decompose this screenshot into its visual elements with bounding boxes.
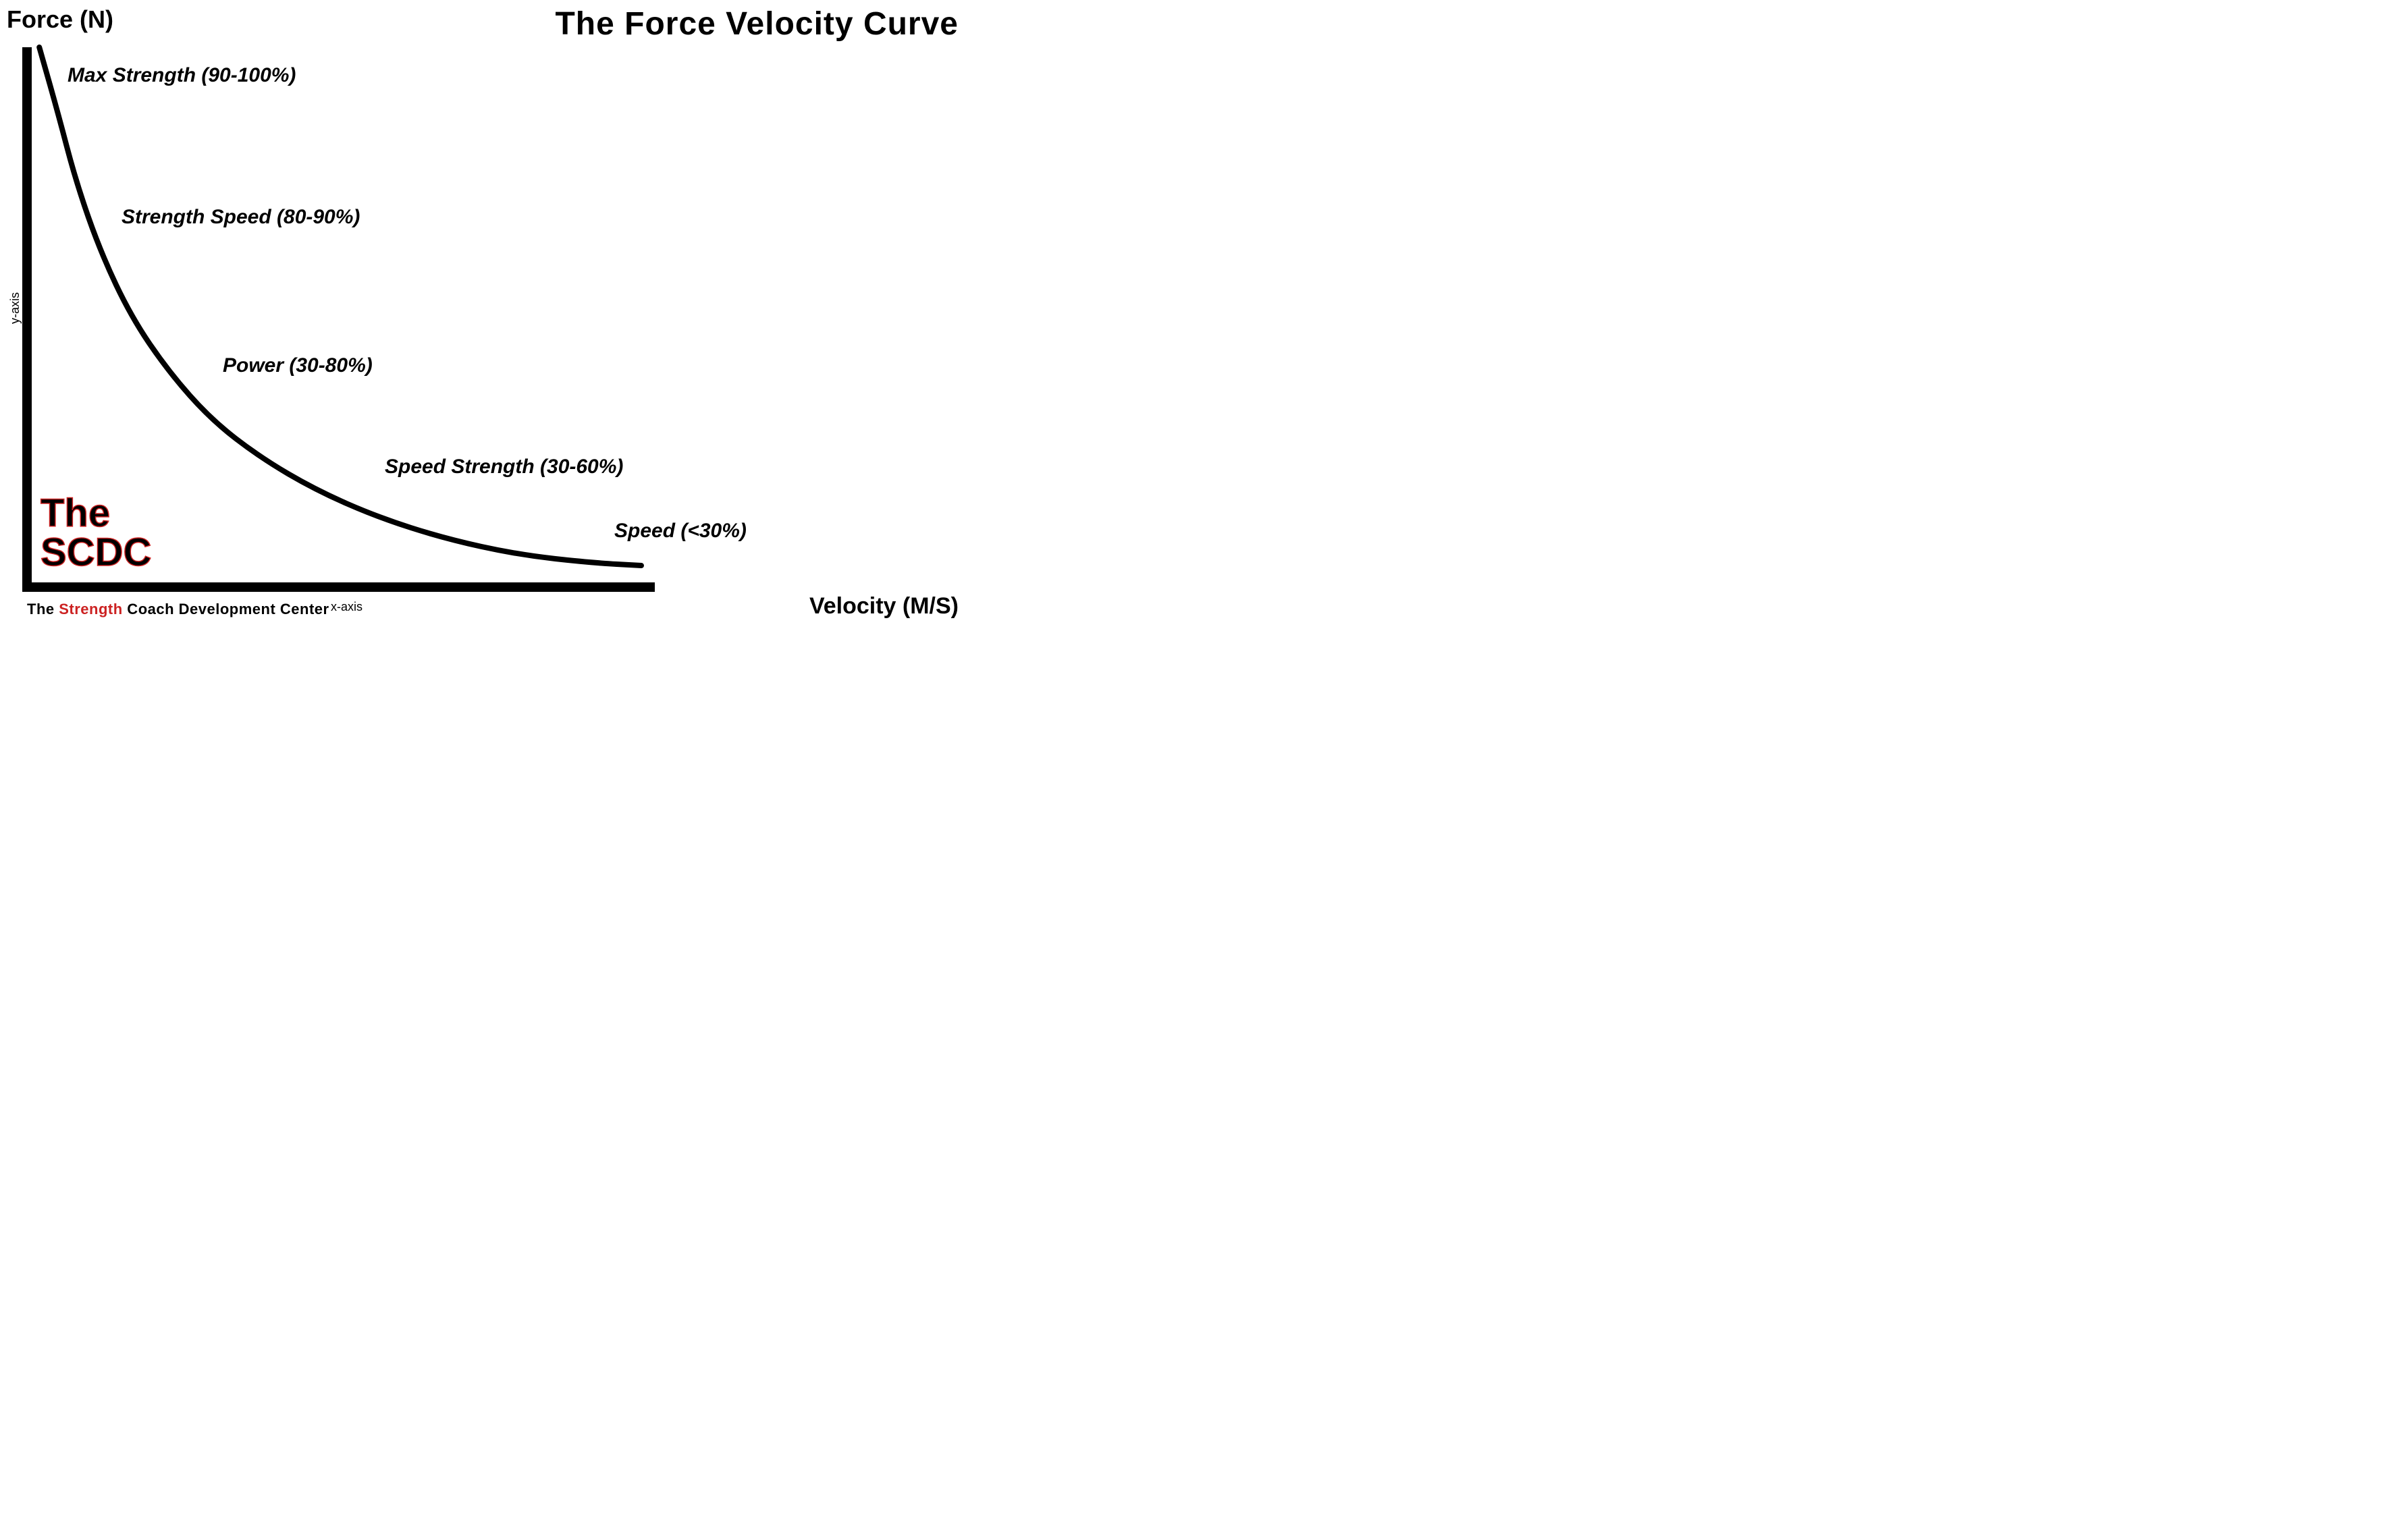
zone-label-power: Power (30-80%) — [223, 354, 373, 377]
footer-suffix: Coach Development Center — [123, 601, 329, 617]
logo-block: The SCDC — [41, 494, 151, 572]
y-axis-small-label: y-axis — [8, 292, 22, 324]
chart-canvas: The Force Velocity Curve Force (N) Veloc… — [0, 0, 972, 626]
x-axis-small-label: x-axis — [331, 600, 362, 614]
zone-label-max-strength: Max Strength (90-100%) — [68, 64, 296, 87]
footer-attribution: The Strength Coach Development Center — [27, 601, 329, 618]
logo-line-1: The — [41, 494, 151, 533]
force-velocity-curve — [39, 47, 641, 566]
chart-title: The Force Velocity Curve — [555, 5, 959, 43]
zone-label-speed: Speed (<30%) — [614, 520, 747, 543]
footer-highlight: Strength — [59, 601, 122, 617]
zone-label-speed-strength: Speed Strength (30-60%) — [385, 456, 623, 478]
zone-label-strength-speed: Strength Speed (80-90%) — [122, 206, 360, 229]
x-axis-title: Velocity (M/S) — [809, 593, 959, 620]
logo-line-2: SCDC — [41, 533, 151, 572]
y-axis-title: Force (N) — [7, 5, 113, 34]
footer-prefix: The — [27, 601, 59, 617]
